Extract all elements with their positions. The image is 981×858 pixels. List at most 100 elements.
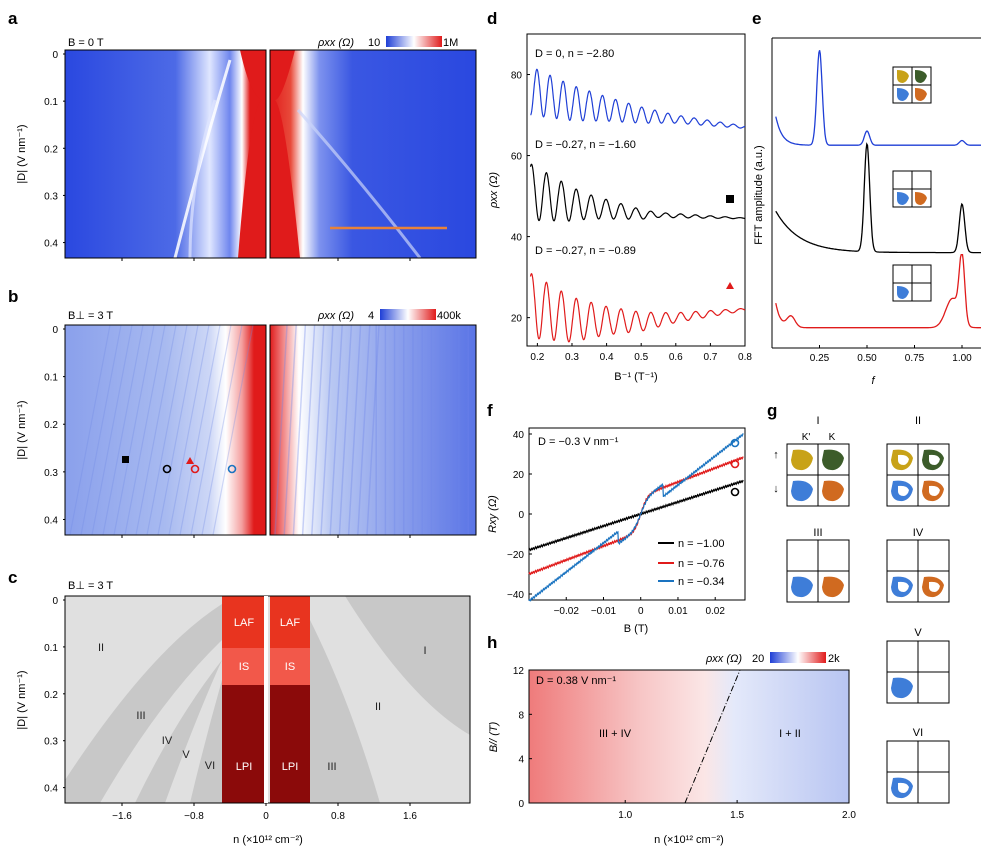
panel-h-xlabel: n (×10¹² cm⁻²)	[654, 834, 724, 846]
f-ytick-4: −40	[507, 590, 524, 601]
panel-f-xlabel: B (T)	[624, 623, 648, 635]
panel-h-region-right: I + II	[779, 728, 801, 740]
f-xtick-2: 0	[638, 606, 644, 617]
g-box-VI-blob-2-hole	[898, 782, 909, 793]
panel-a: a B = 0 T ρxx (Ω) 10 1M	[8, 9, 477, 259]
panel-d: d 20 40 60 80 0.2 0.3 0.4 0.5 0.6 0.7 0.8 D = 0, n…	[487, 9, 752, 383]
g-box-I-blob-0	[791, 449, 813, 471]
region-c-laf-right	[270, 596, 310, 648]
g-title-IV: IV	[913, 527, 924, 539]
e-series-1	[775, 142, 981, 254]
xtick-c-2: 0	[263, 811, 269, 822]
e-xtick-2: 0.75	[905, 353, 925, 364]
region-c-right-dark-III	[310, 620, 380, 803]
b-stripe-r-7	[338, 324, 353, 536]
b-stripe-r-2	[292, 324, 307, 536]
d-xtick-3: 0.5	[634, 352, 648, 363]
panel-f: f 40 20 0 −20 −40 −0.02 −0.01 0 0.01 0.02 D = −0.…	[487, 401, 746, 635]
label-c-V: V	[182, 749, 190, 761]
g-box-II-blob-2-hole	[898, 485, 909, 496]
d-xtick-1: 0.3	[565, 352, 579, 363]
panel-letter-d: d	[487, 9, 497, 28]
h-xtick-0: 1.0	[618, 810, 632, 821]
label-c-VI: VI	[205, 760, 215, 772]
panel-letter-a: a	[8, 9, 18, 28]
b-stripe-r-10	[366, 324, 380, 536]
b-stripe-l-12	[201, 324, 243, 536]
e-xtick-1: 0.50	[857, 353, 877, 364]
panel-e-inset-1	[892, 264, 932, 302]
label-c-is-left: IS	[239, 661, 249, 673]
panel-letter-f: f	[487, 401, 493, 420]
panel-c: c B⊥ = 3 T LAF IS LPI LAF IS LPI I II II…	[8, 568, 471, 804]
panel-e-ylabel: FFT amplitude (a.u.)	[753, 145, 765, 244]
panel-a-cbar-max: 1M	[443, 37, 458, 49]
f-ytick-1: 20	[513, 470, 525, 481]
panel-a-white-line-2	[188, 99, 217, 259]
g-box-IV-blob-3-hole	[929, 581, 940, 592]
panel-d-marker-triangle	[726, 282, 734, 289]
label-c-II-right: II	[375, 701, 381, 713]
panel-b-map-left	[65, 325, 266, 535]
region-c-left-band	[65, 604, 222, 803]
panel-h: h ρxx (Ω) 20 2k D = 0.38 V nm⁻¹ III + IV…	[487, 633, 856, 846]
panel-b-marker-red-circle	[190, 464, 200, 474]
e-xtick-0: 0.25	[810, 353, 830, 364]
d-ytick-1: 40	[511, 233, 523, 244]
d-xtick-0: 0.2	[530, 352, 544, 363]
b-stripe-l-6	[135, 324, 177, 536]
ytick-2-3: 0.3	[44, 737, 58, 748]
b-stripe-l-13	[212, 324, 254, 536]
f-ytick-3: −20	[507, 550, 524, 561]
panel-b-cbar-max: 400k	[437, 310, 461, 322]
b-stripe-l-1	[80, 324, 122, 536]
label-c-III-left: III	[136, 710, 145, 722]
h-ytick-2: 4	[518, 755, 524, 766]
d-xtick-5: 0.7	[703, 352, 717, 363]
region-c-laf-left	[222, 596, 266, 648]
g-box-III-blob-3	[822, 576, 844, 598]
b-stripe-r-9	[357, 324, 371, 536]
region-c-is-left	[222, 648, 266, 685]
region-c-is-right	[270, 648, 310, 685]
panel-h-map	[529, 670, 849, 803]
g-box-I-blob-3	[822, 480, 844, 502]
b-stripe-r-1	[283, 324, 297, 536]
panel-e-xlabel: f	[871, 375, 875, 387]
g-title-VI: VI	[913, 727, 923, 739]
panel-d-label-red: D = −0.27, n = −0.89	[535, 245, 636, 257]
panel-h-region-left: III + IV	[599, 728, 632, 740]
region-c-lpi-right	[270, 685, 310, 803]
panel-c-xlabel: n (×10¹² cm⁻²)	[233, 834, 303, 846]
region-c-I	[345, 596, 470, 735]
g-box-V-blob-2	[891, 677, 913, 699]
label-c-III-right: III	[327, 761, 336, 773]
h-xtick-2: 2.0	[842, 810, 856, 821]
h-xtick-1: 1.5	[730, 810, 744, 821]
panel-b-cbar-label: ρxx (Ω)	[317, 310, 354, 322]
panel-b-cbar-min: 4	[368, 310, 374, 322]
d-ytick-0: 20	[511, 314, 523, 325]
ytick-0-2: 0.2	[44, 144, 58, 155]
panel-f-marker-red	[730, 459, 740, 469]
label-c-lpi-left: LPI	[236, 761, 253, 773]
e-series-0	[775, 50, 981, 146]
b-stripe-r-8	[347, 324, 362, 536]
panel-d-label-blue: D = 0, n = −2.80	[535, 48, 614, 60]
ytick-0-4: 0.4	[44, 239, 58, 250]
panel-a-ylabel: |D| (V nm⁻¹)	[16, 124, 28, 183]
panel-b-colorbar	[380, 309, 436, 320]
b-stripe-l-0	[69, 324, 111, 536]
h-ytick-1: 8	[518, 710, 524, 721]
xtick-c-1: −0.8	[184, 811, 204, 822]
g-valley-k: K	[829, 432, 836, 443]
b-stripe-l-10	[179, 324, 221, 536]
b-stripe-l-3	[102, 324, 144, 536]
panel-e: e 0.25 0.50 0.75 1.00 FFT amplitude (a.u.) …	[752, 9, 981, 387]
ytick-2-1: 0.1	[44, 643, 58, 654]
legend-n-034: n = −0.34	[678, 576, 725, 588]
d-series-0	[530, 68, 746, 129]
b-stripe-l-8	[157, 324, 199, 536]
d-xtick-4: 0.6	[669, 352, 683, 363]
